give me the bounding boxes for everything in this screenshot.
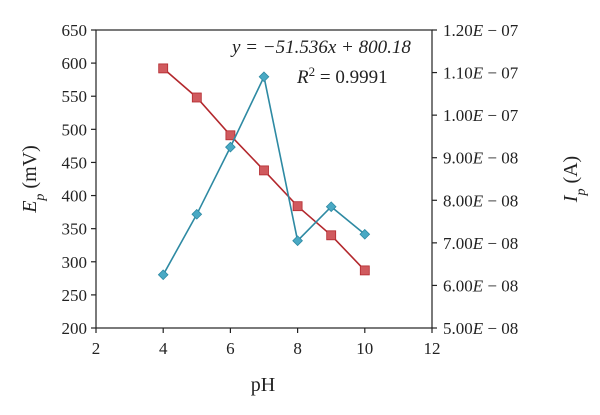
series-layer xyxy=(157,63,371,281)
series-1-point xyxy=(359,265,370,276)
y-right-axis-title: Ip (A) xyxy=(560,156,589,203)
series-1-point xyxy=(158,63,169,74)
y-left-tick-label: 350 xyxy=(62,220,88,239)
series-2-point xyxy=(191,208,203,220)
y-right-tick-label: 9.00E − 08 xyxy=(443,149,518,168)
series-2-point xyxy=(225,141,236,153)
x-tick-label: 2 xyxy=(92,339,101,358)
y-right-axis-ticks: 5.00E − 08 6.00E − 08 7.00E − 08 8.00E − 08… xyxy=(432,21,519,338)
series-1-point xyxy=(191,92,202,103)
r-squared-symbol: R xyxy=(296,67,309,88)
x-tick-label: 10 xyxy=(356,339,373,358)
x-tick-label: 4 xyxy=(159,339,168,358)
series-2-point xyxy=(325,201,337,213)
x-tick-label: 12 xyxy=(424,339,441,358)
plot-frame xyxy=(95,29,433,329)
x-tick-label: 8 xyxy=(293,339,302,358)
r-squared-exponent: 2 xyxy=(309,64,316,79)
series-2-line xyxy=(162,74,366,276)
y-left-tick-label: 300 xyxy=(62,253,88,272)
series-1-point xyxy=(259,165,269,176)
y-left-tick-label: 450 xyxy=(62,153,88,172)
y-right-tick-label: 8.00E − 08 xyxy=(443,191,518,210)
y-right-tick-label: 1.20E − 07 xyxy=(443,21,519,40)
y-left-tick-label: 500 xyxy=(62,120,88,139)
series-2-point xyxy=(359,228,371,240)
y-right-tick-label: 5.00E − 08 xyxy=(443,319,518,338)
series-1-point xyxy=(225,130,236,141)
regression-equation: y = −51.536x + 800.18 xyxy=(230,37,411,58)
series-1-point xyxy=(292,201,303,212)
y-left-axis-title-text: Ep (mV) xyxy=(19,145,48,214)
series-2-point xyxy=(157,269,169,281)
y-left-axis-title: Ep (mV) xyxy=(19,145,48,214)
series-1-point xyxy=(326,230,337,241)
series-2-point xyxy=(258,71,270,83)
r-squared-annotation: R2 = 0.9991 xyxy=(296,64,388,89)
y-left-tick-label: 650 xyxy=(62,21,88,40)
x-axis-title: pH xyxy=(251,374,275,396)
plot-border xyxy=(95,29,433,329)
y-right-axis-title-text: Ip (A) xyxy=(560,156,589,203)
y-right-tick-label: 1.10E − 07 xyxy=(443,64,519,83)
x-axis-ticks: 2 4 6 8 10 12 xyxy=(92,328,441,358)
series-2-point xyxy=(292,235,303,247)
y-right-tick-label: 1.00E − 07 xyxy=(443,106,519,125)
y-left-tick-label: 250 xyxy=(62,286,88,305)
y-left-tick-label: 600 xyxy=(62,54,88,73)
y-left-tick-label: 200 xyxy=(62,319,88,338)
y-left-axis-ticks: 200 250 300 350 400 450 500 550 600 650 xyxy=(62,21,96,338)
y-right-tick-label: 7.00E − 08 xyxy=(443,234,518,253)
y-left-tick-label: 550 xyxy=(62,87,88,106)
x-tick-label: 6 xyxy=(226,339,235,358)
y-right-tick-label: 6.00E − 08 xyxy=(443,276,518,295)
r-squared-value: = 0.9991 xyxy=(315,67,387,88)
y-left-tick-label: 400 xyxy=(62,187,88,206)
